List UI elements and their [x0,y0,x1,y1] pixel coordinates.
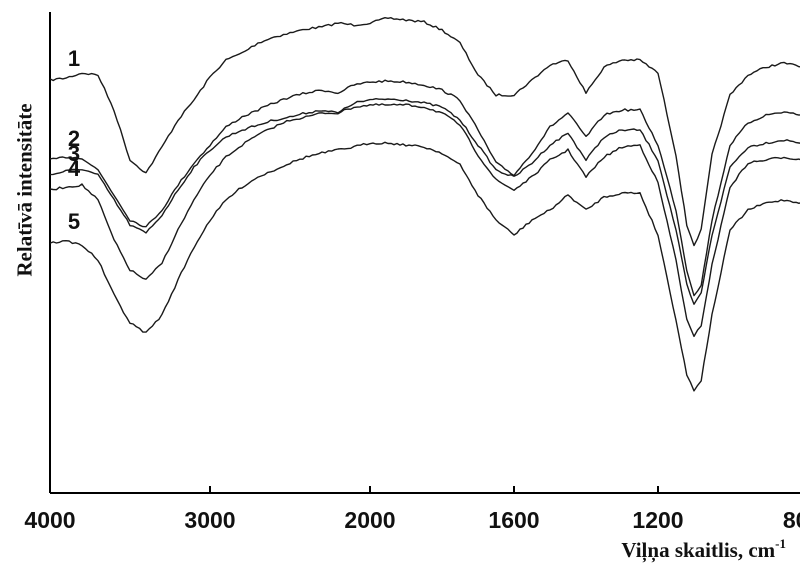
series-group [50,17,800,392]
series-labels: 1 234 5 [68,46,81,234]
x-tick-label: 2000 [344,507,395,533]
axes [49,12,800,494]
series-1-line [50,17,800,247]
series-4-label: 4 [68,156,81,181]
x-tick-label: 1600 [488,507,539,533]
series-2-line [50,79,800,297]
series-5-line [50,141,800,392]
x-axis-label: Viļņa skaitlis, cm-1 [621,536,786,563]
x-tick-label: 1200 [632,507,683,533]
x-tick-label: 4000 [24,507,75,533]
y-axis-label: Relatīvā intensitāte [12,103,37,277]
series-2-label: 2 [68,126,80,151]
series-3-label: 3 [68,141,80,166]
series-3-line [50,98,800,305]
x-axis-label-exponent: -1 [775,536,786,551]
series-4-line [50,103,800,338]
x-axis-label-text: Viļņa skaitlis, cm [621,538,776,562]
series-1-label: 1 [68,46,80,71]
tick-labels: 4000 3000 2000 1600 1200 800 [24,486,800,533]
x-tick-label: 800 [783,507,800,533]
x-tick-label: 3000 [184,507,235,533]
series-5-label: 5 [68,209,80,234]
